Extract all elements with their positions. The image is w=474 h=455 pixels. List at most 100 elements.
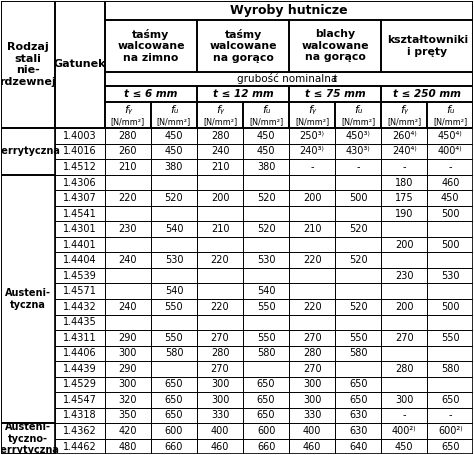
Text: 520: 520 (257, 193, 275, 203)
Bar (105, 72, 474, 86)
Bar (105, 175, 151, 190)
Bar (427, 377, 474, 392)
Text: 600: 600 (257, 426, 275, 436)
Bar (381, 20, 474, 72)
Bar (197, 283, 243, 299)
Bar (427, 206, 474, 221)
Text: 300: 300 (211, 395, 229, 405)
Text: 240: 240 (211, 147, 229, 157)
Text: 1.4439: 1.4439 (63, 364, 97, 374)
Text: Ferrytyczna: Ferrytyczna (0, 147, 60, 157)
Text: 220: 220 (303, 255, 321, 265)
Text: [N/mm²]: [N/mm²] (111, 117, 145, 126)
Bar (105, 392, 151, 408)
Text: [N/mm²]: [N/mm²] (157, 117, 191, 126)
Bar (151, 361, 197, 377)
Text: 520: 520 (257, 224, 275, 234)
Bar (197, 330, 243, 346)
Text: 280: 280 (211, 131, 229, 141)
Text: 270: 270 (211, 333, 229, 343)
Bar (105, 330, 151, 346)
Bar (197, 86, 289, 102)
Bar (381, 102, 427, 128)
Bar (427, 283, 474, 299)
Bar (243, 190, 289, 206)
Bar (105, 128, 151, 144)
Bar (105, 377, 151, 392)
Text: 200: 200 (303, 193, 321, 203)
Text: 580: 580 (349, 349, 367, 359)
Text: 630: 630 (349, 426, 367, 436)
Text: 1.4435: 1.4435 (63, 317, 97, 327)
Bar (105, 1, 474, 20)
Bar (381, 439, 427, 454)
Bar (151, 128, 197, 144)
Text: 600: 600 (165, 426, 183, 436)
Bar (197, 314, 243, 330)
Bar (55, 314, 105, 330)
Bar (55, 423, 105, 439)
Bar (105, 102, 151, 128)
Text: 650: 650 (165, 395, 183, 405)
Bar (335, 175, 381, 190)
Text: grubość nominalna: grubość nominalna (237, 73, 341, 84)
Text: 1.4311: 1.4311 (63, 333, 97, 343)
Bar (427, 237, 474, 253)
Bar (55, 299, 105, 314)
Bar (289, 268, 335, 283)
Bar (55, 253, 105, 268)
Bar (381, 268, 427, 283)
Text: 1.4318: 1.4318 (63, 410, 97, 420)
Bar (289, 392, 335, 408)
Bar (381, 283, 427, 299)
Text: 400: 400 (211, 426, 229, 436)
Bar (289, 128, 335, 144)
Text: 270: 270 (303, 364, 321, 374)
Bar (55, 361, 105, 377)
Bar (243, 346, 289, 361)
Bar (151, 377, 197, 392)
Text: fᵤ: fᵤ (170, 105, 178, 115)
Text: 1.4003: 1.4003 (63, 131, 97, 141)
Text: 450: 450 (395, 441, 413, 451)
Text: 1.4301: 1.4301 (63, 224, 97, 234)
Text: 320: 320 (118, 395, 137, 405)
Text: 240: 240 (118, 302, 137, 312)
Text: 650: 650 (257, 410, 275, 420)
Bar (151, 190, 197, 206)
Text: 220: 220 (211, 255, 229, 265)
Bar (151, 144, 197, 159)
Bar (55, 175, 105, 190)
Bar (105, 86, 197, 102)
Bar (381, 377, 427, 392)
Bar (427, 175, 474, 190)
Text: kształtowniki
i pręty: kształtowniki i pręty (387, 35, 468, 56)
Text: fᵧ: fᵧ (308, 105, 316, 115)
Text: 1.4547: 1.4547 (63, 395, 97, 405)
Bar (105, 159, 151, 175)
Text: 450⁴⁾: 450⁴⁾ (438, 131, 463, 141)
Text: 300: 300 (303, 395, 321, 405)
Bar (0, 128, 55, 175)
Text: 400²⁾: 400²⁾ (392, 426, 417, 436)
Bar (197, 408, 243, 423)
Bar (427, 392, 474, 408)
Text: 380: 380 (257, 162, 275, 172)
Bar (381, 237, 427, 253)
Text: taśmy
walcowane
na gorąco: taśmy walcowane na gorąco (210, 29, 277, 63)
Text: 1.4404: 1.4404 (63, 255, 97, 265)
Text: 260⁴⁾: 260⁴⁾ (392, 131, 417, 141)
Bar (381, 159, 427, 175)
Text: t ≤ 12 mm: t ≤ 12 mm (213, 89, 273, 99)
Text: 450: 450 (257, 147, 275, 157)
Text: 1.4462: 1.4462 (63, 441, 97, 451)
Bar (335, 237, 381, 253)
Text: t: t (332, 74, 336, 84)
Text: [N/mm²]: [N/mm²] (295, 117, 329, 126)
Text: 400: 400 (303, 426, 321, 436)
Bar (151, 408, 197, 423)
Text: 630: 630 (349, 410, 367, 420)
Bar (243, 253, 289, 268)
Text: 240: 240 (118, 255, 137, 265)
Text: 430³⁾: 430³⁾ (346, 147, 371, 157)
